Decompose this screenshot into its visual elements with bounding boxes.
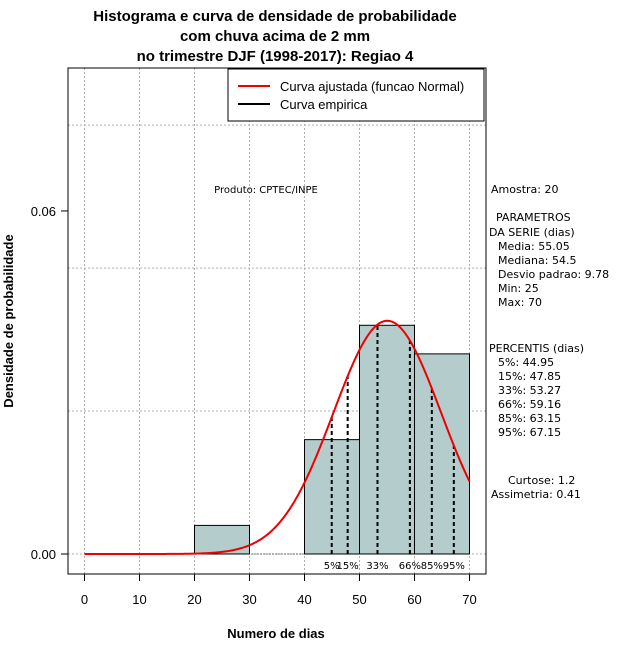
stat-median: Mediana: 54.5 bbox=[498, 254, 576, 267]
percentile-5: 5%: 44.95 bbox=[498, 356, 554, 369]
legend-label-empirical: Curva empirica bbox=[280, 97, 368, 112]
x-tick-label-7: 70 bbox=[462, 592, 476, 607]
stat-skewness: Assimetria: 0.41 bbox=[491, 488, 581, 501]
chart-title-line-1: Histograma e curva de densidade de proba… bbox=[93, 8, 456, 25]
percentile-66: 66%: 59.16 bbox=[498, 398, 561, 411]
sample-size: Amostra: 20 bbox=[491, 183, 558, 196]
legend: Curva ajustada (funcao Normal) Curva emp… bbox=[227, 68, 485, 122]
normal-curve bbox=[84, 319, 471, 555]
y-axis: 0.00 0.06 bbox=[31, 204, 69, 562]
x-tick-label-1: 10 bbox=[132, 592, 146, 607]
histogram-bars bbox=[194, 324, 470, 555]
histogram-bar-0 bbox=[194, 524, 250, 555]
percentile-label-4: 85% bbox=[421, 561, 443, 572]
x-tick-label-3: 30 bbox=[242, 592, 256, 607]
x-tick-label-4: 40 bbox=[297, 592, 311, 607]
x-tick-label-0: 0 bbox=[81, 592, 88, 607]
x-tick-label-2: 20 bbox=[187, 592, 201, 607]
percentile-33: 33%: 53.27 bbox=[498, 384, 561, 397]
histogram-bar-3 bbox=[414, 353, 470, 555]
percentile-95: 95%: 67.15 bbox=[498, 426, 561, 439]
percentile-label-5: 95% bbox=[443, 561, 465, 572]
y-axis-label: Densidade de probabilidade bbox=[1, 234, 16, 407]
stat-max: Max: 70 bbox=[498, 296, 542, 309]
percentile-lines: 5%15% 33% 66% 85% 95% bbox=[194, 324, 470, 572]
statistics-panel: Amostra: 20 PARAMETROS DA SERIE (dias) M… bbox=[489, 183, 609, 501]
y-tick-label-0: 0.00 bbox=[31, 547, 56, 562]
x-axis-label: Numero de dias bbox=[227, 626, 325, 641]
params-title-1: PARAMETROS bbox=[496, 211, 571, 224]
percentile-label-2: 33% bbox=[366, 561, 388, 572]
chart-title-line-2: com chuva acima de 2 mm bbox=[180, 28, 370, 45]
percentiles-title: PERCENTIS (dias) bbox=[489, 342, 584, 355]
histogram-bar-2 bbox=[359, 324, 415, 555]
x-tick-label-6: 60 bbox=[407, 592, 421, 607]
x-axis: 0 10 20 30 40 50 60 70 bbox=[81, 573, 477, 607]
percentile-15: 15%: 47.85 bbox=[498, 370, 561, 383]
stat-kurtosis: Curtose: 1.2 bbox=[508, 474, 575, 487]
stat-mean: Media: 55.05 bbox=[498, 240, 570, 253]
stat-min: Min: 25 bbox=[498, 282, 539, 295]
chart-title-line-3: no trimestre DJF (1998-2017): Regiao 4 bbox=[137, 48, 414, 65]
normal-curve-layer bbox=[84, 319, 471, 555]
y-tick-label-1: 0.06 bbox=[31, 204, 56, 219]
percentile-label-3: 66% bbox=[399, 561, 421, 572]
legend-label-normal: Curva ajustada (funcao Normal) bbox=[280, 79, 464, 94]
legend-box bbox=[227, 68, 485, 122]
percentile-label-1: 15% bbox=[337, 561, 359, 572]
percentile-85: 85%: 63.15 bbox=[498, 412, 561, 425]
x-tick-label-5: 50 bbox=[352, 592, 366, 607]
percentile-label-0: 5% bbox=[324, 561, 340, 572]
stat-stddev: Desvio padrao: 9.78 bbox=[498, 268, 609, 281]
product-annotation: Produto: CPTEC/INPE bbox=[214, 185, 318, 196]
params-title-2: DA SERIE (dias) bbox=[489, 226, 575, 239]
